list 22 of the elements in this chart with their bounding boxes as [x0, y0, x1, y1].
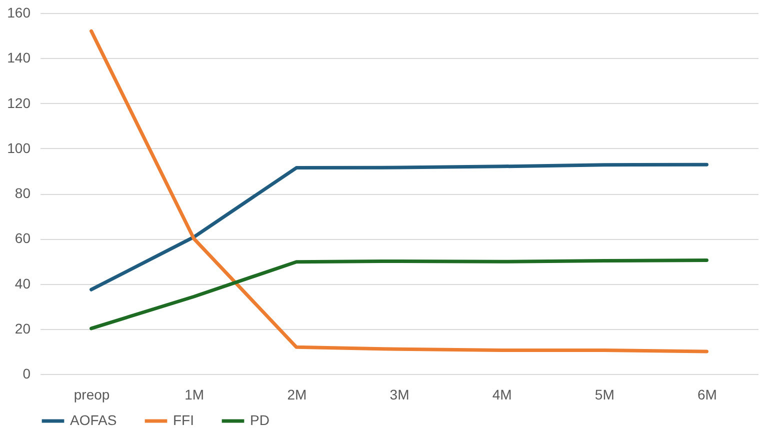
y-tick-label: 80 [14, 185, 31, 201]
y-tick-label: 160 [7, 4, 31, 20]
y-tick-label: 60 [14, 230, 31, 246]
x-tick-label: 3M [390, 386, 410, 402]
legend-label: AOFAS [70, 412, 117, 428]
legend-label: FFI [173, 412, 194, 428]
y-tick-label: 100 [7, 140, 31, 156]
x-tick-label: 1M [184, 386, 204, 402]
x-tick-label: 5M [594, 386, 614, 402]
y-tick-label: 40 [14, 275, 31, 292]
y-tick-label: 0 [22, 366, 31, 382]
line-series [90, 162, 708, 292]
y-tick-label: 140 [7, 50, 31, 66]
x-tick-label: 6M [697, 386, 717, 402]
y-tick-label: 20 [14, 320, 31, 336]
line-series [90, 258, 708, 330]
line-series [90, 29, 708, 354]
x-tick-label: 4M [492, 386, 512, 402]
legend-label: PD [250, 412, 270, 428]
y-tick-label: 120 [7, 94, 31, 111]
x-tick-label: 2M [287, 386, 307, 402]
x-tick-label: preop [74, 386, 110, 402]
